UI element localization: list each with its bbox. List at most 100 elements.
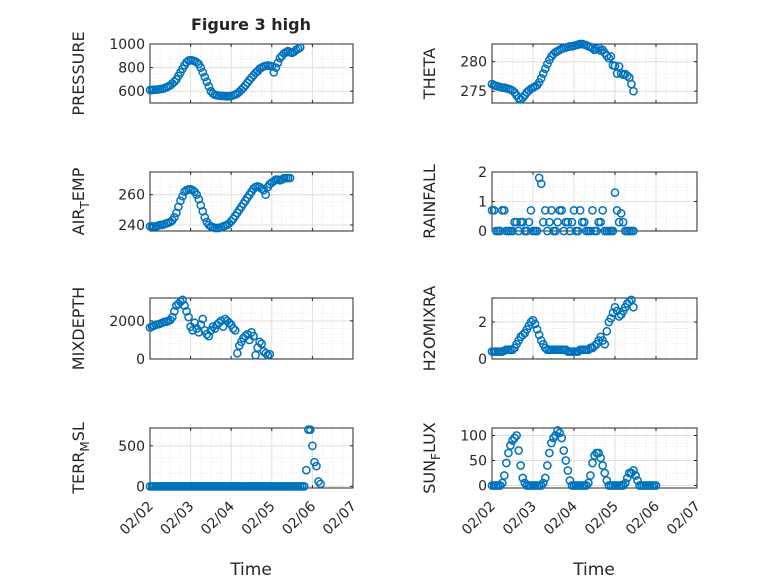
rainfall-data-point [614, 217, 624, 227]
theta-y-tick-label: 275 [460, 84, 487, 100]
rainfall-y-tick-label: 1 [478, 195, 487, 211]
air_temp-data-point [178, 191, 187, 201]
sun_flux-data-point [584, 478, 593, 488]
air_temp-data-point [277, 175, 287, 184]
sun_flux-data-point [563, 466, 573, 475]
mixdepth-data-point [218, 322, 228, 331]
h2omixra-data-point [629, 302, 638, 312]
sun_flux-data-point [581, 481, 591, 490]
x-tick-label: 02/06 [279, 498, 319, 538]
rainfall-data-point [592, 226, 601, 236]
pressure-y-tick-label: 800 [118, 61, 145, 77]
terr_msl-ylabel-sub: M [78, 441, 92, 451]
rainfall-data-point [538, 217, 548, 227]
sun_flux-ylabel-sub: F [429, 453, 443, 460]
rainfall-data-point [569, 206, 579, 215]
rainfall-data-point [522, 226, 532, 236]
rainfall-data-point [586, 226, 595, 236]
sun_flux-y-axis-label: SUNFLUX [420, 422, 443, 494]
mixdepth-data-point [198, 314, 208, 324]
mixdepth-data-point [208, 322, 218, 331]
sun_flux-data-point [559, 446, 569, 455]
theta-data-point [534, 78, 544, 87]
air_temp-ylabel-rest: EMP [69, 167, 88, 201]
theta-data-point [606, 52, 616, 61]
x-tick-label: 02/03 [500, 499, 540, 539]
sun_flux-data-point [588, 458, 597, 468]
h2omixra-data-point [508, 345, 517, 355]
mixdepth-data-point [204, 331, 214, 341]
mixdepth-data-point [228, 324, 238, 333]
sun_flux-data-point [545, 448, 554, 458]
sun_flux-data-point [502, 458, 511, 468]
mixdepth-y-tick-label: 2000 [109, 314, 145, 330]
mixdepth-data-point [178, 295, 187, 305]
air_temp-data-point [285, 173, 295, 183]
air_temp-data-point [192, 190, 202, 200]
rainfall-data-point [610, 188, 620, 197]
sun_flux-data-point [598, 461, 608, 470]
theta-data-point [604, 53, 614, 63]
x-axis-label-right: Time [572, 560, 615, 580]
air_temp-y-tick-label: 240 [118, 218, 145, 234]
x-tick-label: 02/07 [664, 499, 704, 539]
pressure-axes-box [149, 43, 354, 104]
air_temp-data-point [226, 216, 236, 226]
pressure-data-point [295, 43, 305, 52]
pressure-data-point [202, 77, 212, 87]
rainfall-data-point [540, 206, 550, 215]
mixdepth-data-point [182, 306, 191, 316]
sun_flux-data-point [555, 428, 565, 438]
sun_flux-data-point [549, 433, 558, 443]
h2omixra-data-point [534, 330, 544, 340]
rainfall-data-point [559, 226, 569, 236]
mixdepth-data-point [255, 337, 264, 347]
rainfall-data-point [563, 217, 573, 227]
rainfall-y-tick-label: 0 [478, 224, 487, 240]
pressure-data-point [273, 58, 283, 68]
terr_msl-data-point [301, 465, 311, 475]
sun_flux-data-point [561, 456, 571, 465]
mixdepth-data-point [167, 312, 177, 322]
rainfall-data-point [608, 226, 618, 236]
sun_flux-data-point [499, 471, 509, 480]
terr_msl-data-point [316, 479, 325, 489]
rainfall-data-point [579, 217, 589, 227]
mixdepth-data-point [232, 348, 242, 358]
air_temp-data-point [200, 213, 210, 222]
sun_flux-axes-box [491, 427, 698, 489]
x-tick-label: 02/04 [541, 498, 581, 538]
sun_flux-data-point [596, 453, 606, 463]
theta-data-point [629, 86, 638, 96]
h2omixra-data-point [614, 312, 624, 321]
h2omixra-y-axis-label: H2OMIXRA [420, 286, 439, 372]
pressure-data-point [198, 67, 208, 77]
sun_flux-data-point [514, 446, 524, 455]
theta-data-point [588, 43, 597, 53]
x-tick-label: 02/04 [198, 498, 238, 538]
pressure-y-tick-label: 600 [118, 84, 145, 100]
sun_flux-data-point [510, 433, 519, 443]
rainfall-data-point [618, 217, 628, 227]
sun_flux-data-point [600, 468, 610, 478]
h2omixra-data-point [518, 330, 528, 340]
theta-data-point [536, 73, 546, 83]
rainfall-data-point [598, 206, 608, 215]
rainfall-data-point [518, 217, 528, 227]
sun_flux-data-point [536, 481, 546, 490]
h2omixra-y-tick-label: 0 [478, 352, 487, 368]
rainfall-data-point [545, 217, 554, 227]
h2omixra-y-tick-label: 2 [478, 315, 487, 331]
figure-title: Figure 3 high [191, 15, 311, 34]
sun_flux-data-point [557, 433, 567, 443]
sun_flux-data-point [543, 461, 552, 470]
terr_msl-data-point [312, 461, 321, 471]
sun_flux-data-point [538, 478, 548, 488]
rainfall-data-point [514, 226, 524, 236]
rainfall-data-point [499, 206, 509, 215]
rainfall-data-point [526, 206, 536, 215]
sun_flux-y-tick-label: 100 [460, 429, 487, 445]
pressure-data-point [204, 82, 214, 91]
terr_msl-ylabel-main: TERR [69, 452, 88, 495]
